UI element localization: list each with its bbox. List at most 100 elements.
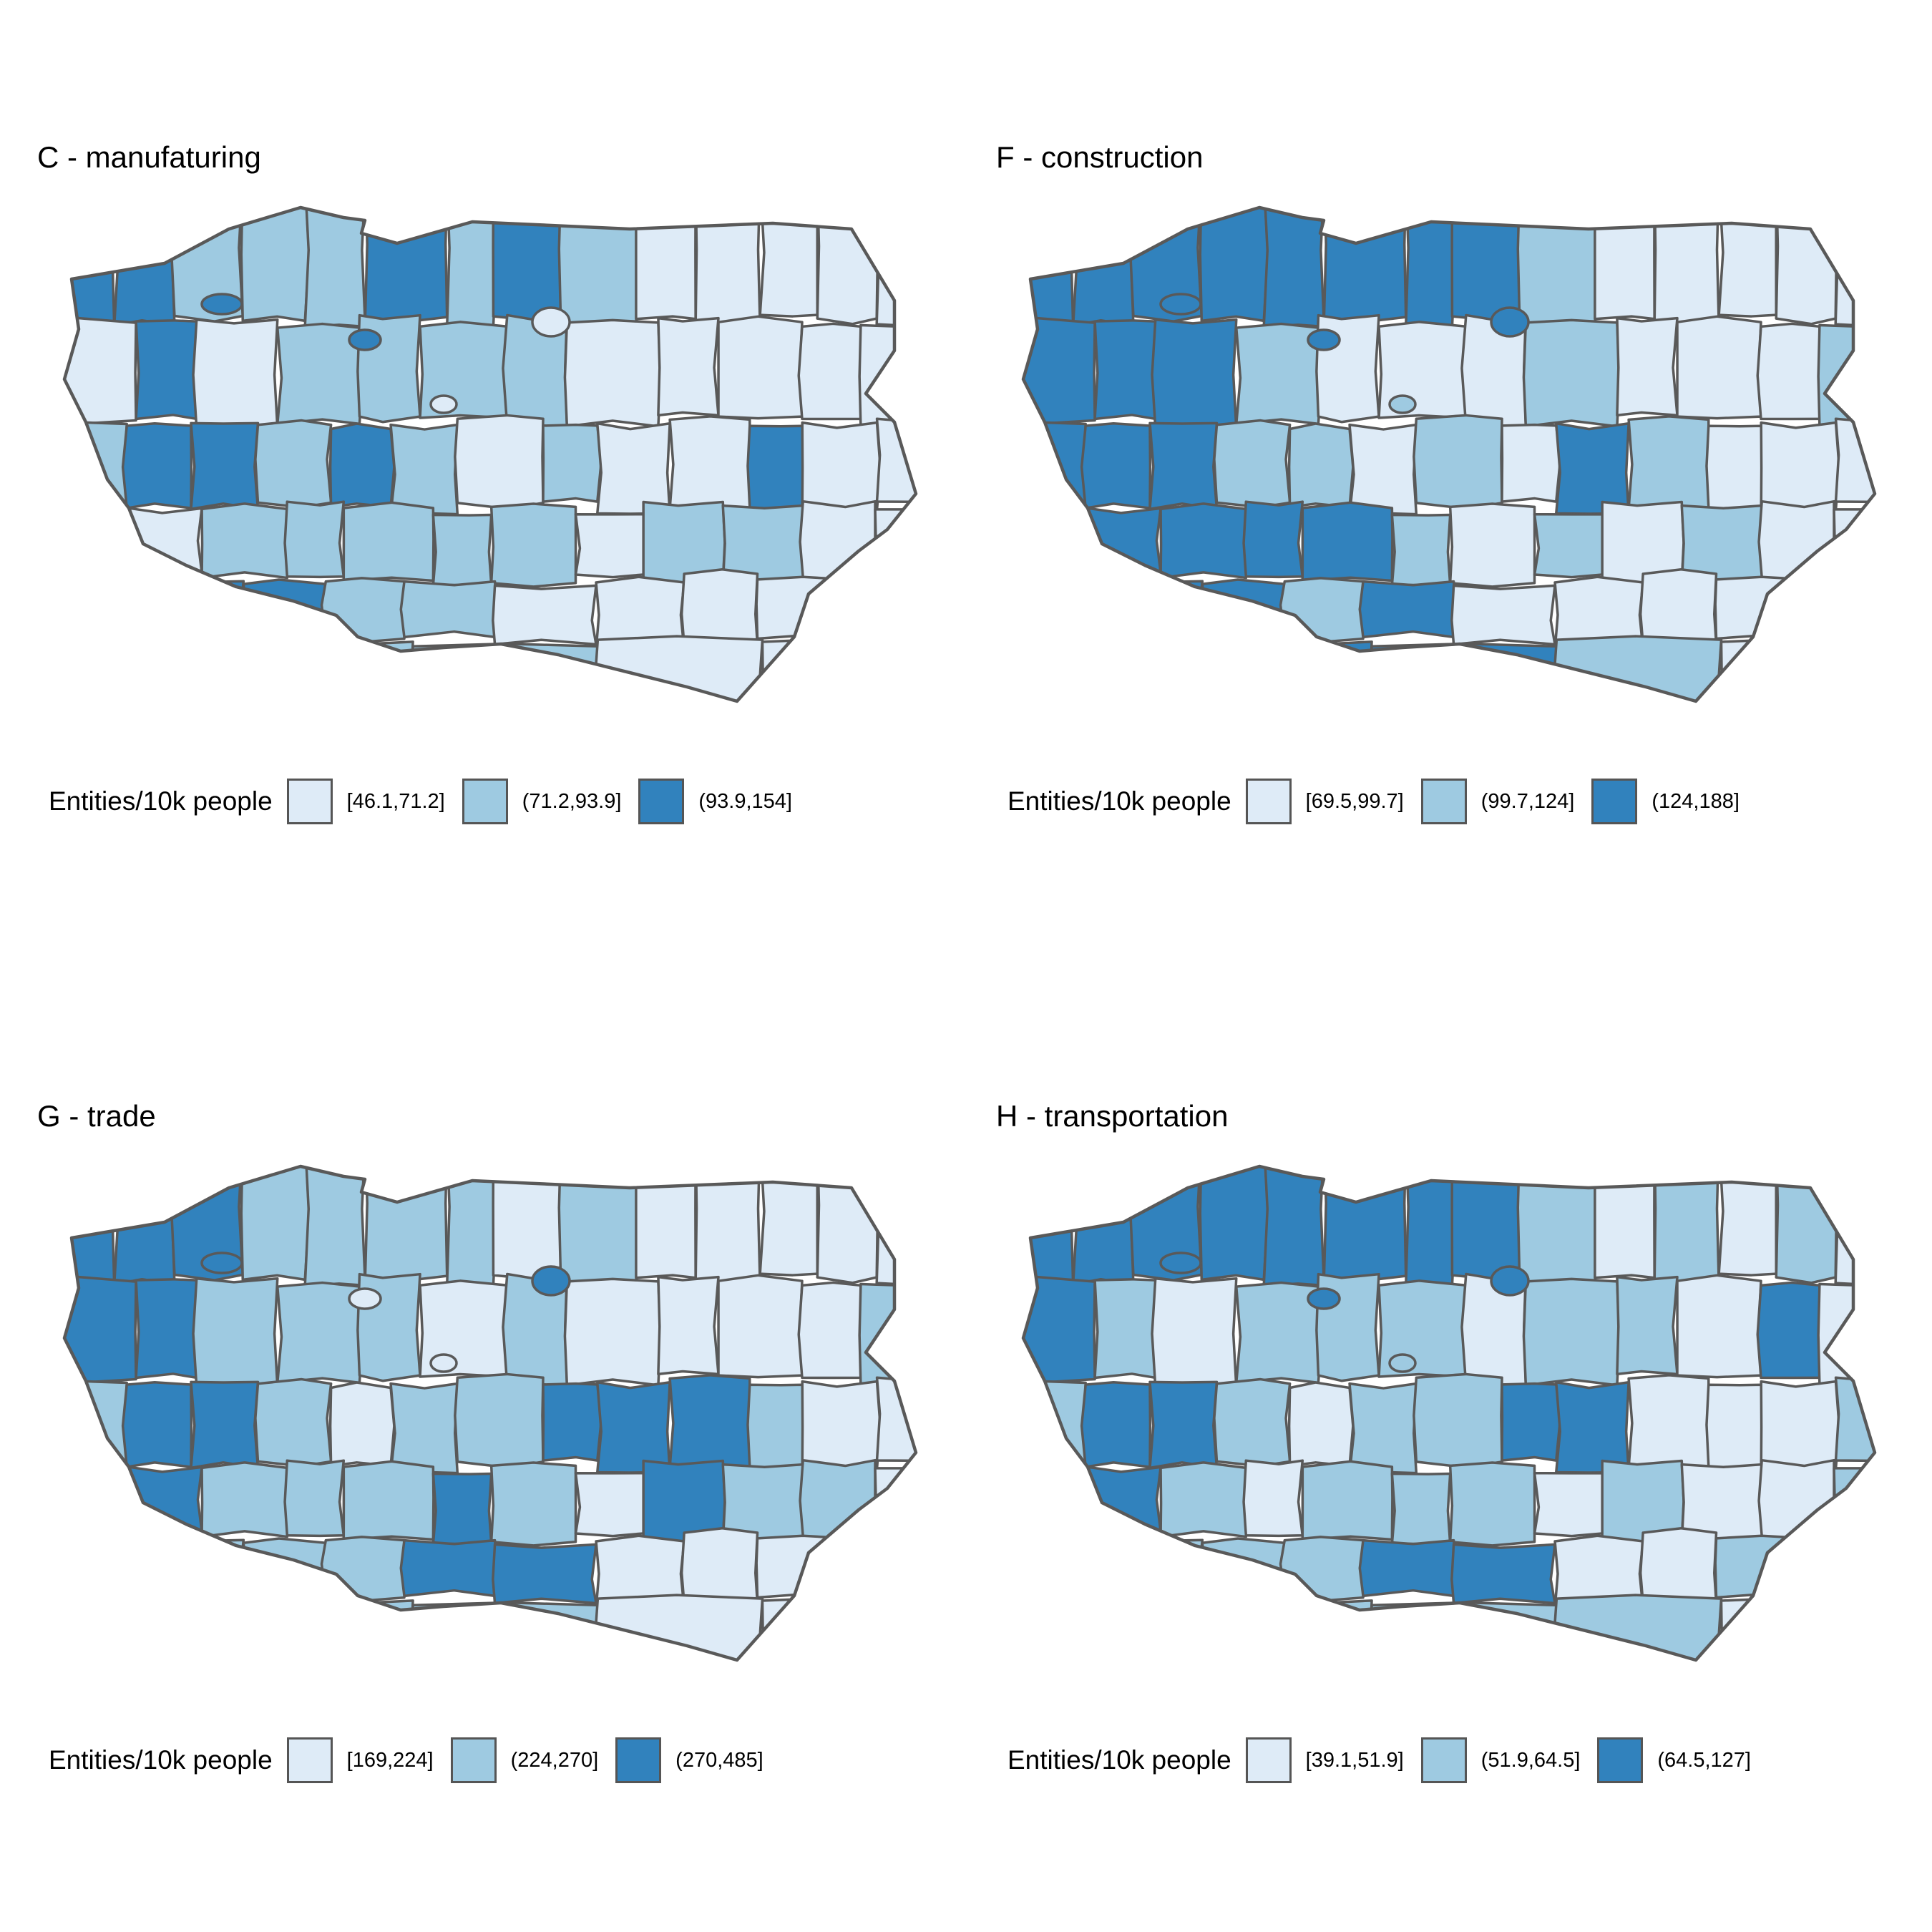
- region-56: [493, 1544, 596, 1603]
- region-12: [1776, 1138, 1836, 1283]
- legend-label-high: (64.5,127]: [1657, 1749, 1751, 1772]
- region-38: [1836, 1377, 1932, 1460]
- region-62: [238, 642, 413, 751]
- region-62: [1196, 642, 1372, 751]
- region-33: [543, 1384, 602, 1461]
- legend-title: Entities/10k people: [1008, 1745, 1231, 1775]
- region-11: [760, 1135, 817, 1275]
- region-32: [1414, 1374, 1502, 1467]
- legend-label-high: (93.9,154]: [698, 790, 792, 814]
- legend-swatch-high: [638, 779, 684, 824]
- legend-title: Entities/10k people: [49, 1745, 273, 1775]
- region-54: [322, 1537, 407, 1601]
- region-26: [984, 1381, 1085, 1463]
- region-16: [193, 320, 278, 432]
- region-6: [1406, 1136, 1456, 1288]
- region-27: [1082, 424, 1151, 508]
- region-55: [401, 1541, 497, 1596]
- region-1: [1073, 1135, 1133, 1284]
- region-65: [1721, 1596, 1932, 1710]
- region-31: [1350, 1384, 1416, 1473]
- panel-title: C - manufaturing: [37, 140, 261, 175]
- region-1: [114, 1135, 175, 1284]
- region-0: [25, 173, 114, 328]
- region-51: [985, 1534, 1101, 1610]
- region-32: [455, 1374, 543, 1467]
- region-13: [1835, 1138, 1932, 1285]
- region-37: [802, 423, 880, 510]
- legend-swatch-low: [1246, 1737, 1292, 1783]
- region-36: [1707, 426, 1765, 512]
- legend-swatch-mid: [1421, 779, 1467, 824]
- map-panel-manufacturing: C - manufaturing Entities/10k people [46…: [0, 0, 959, 930]
- region-5: [1324, 175, 1405, 322]
- region-39: [987, 507, 1093, 586]
- legend: Entities/10k people [39.1,51.9] (51.9,64…: [1008, 1735, 1768, 1785]
- region-64: [594, 1595, 762, 1710]
- region-8: [559, 1138, 638, 1287]
- region-43: [343, 502, 434, 580]
- region-63: [412, 644, 598, 751]
- map-panel-construction: F - construction Entities/10k people [69…: [959, 0, 1918, 930]
- region-61: [985, 643, 1204, 751]
- region-55: [401, 582, 497, 638]
- region-16: [193, 1279, 278, 1391]
- legend-item-mid: (99.7,124]: [1421, 779, 1575, 824]
- region-13: [1835, 179, 1932, 326]
- region-8: [1518, 179, 1597, 328]
- region-12: [1776, 179, 1836, 324]
- region-0: [25, 1132, 114, 1287]
- region-6: [447, 1136, 497, 1288]
- region-11: [760, 176, 817, 316]
- region-26: [25, 422, 127, 504]
- region-21: [565, 1279, 660, 1385]
- region-50: [1834, 509, 1932, 580]
- legend-swatch-high: [615, 1737, 661, 1783]
- region-39: [29, 1465, 134, 1545]
- region-5: [365, 1133, 447, 1281]
- region-8: [559, 179, 638, 328]
- legend-item-low: [39.1,51.9]: [1246, 1737, 1404, 1783]
- legend-swatch-high: [1597, 1737, 1643, 1783]
- city-enclave: [1308, 1289, 1340, 1309]
- choropleth-map: [57, 208, 945, 723]
- region-61: [985, 1602, 1204, 1710]
- region-14: [26, 1277, 136, 1382]
- region-22: [1617, 1277, 1677, 1375]
- region-15: [1095, 321, 1158, 419]
- region-33: [1502, 1384, 1561, 1461]
- region-10: [696, 1138, 760, 1285]
- region-44: [1392, 515, 1450, 585]
- region-33: [543, 425, 602, 502]
- city-enclave: [532, 1267, 570, 1295]
- city-enclave: [532, 308, 570, 336]
- region-42: [1244, 502, 1302, 577]
- region-9: [1595, 1138, 1654, 1278]
- region-41: [1161, 1463, 1249, 1537]
- region-53: [1202, 580, 1284, 643]
- region-60: [848, 584, 973, 648]
- region-60: [1807, 1543, 1932, 1607]
- region-51: [26, 575, 142, 651]
- city-enclave: [349, 1289, 381, 1309]
- region-4: [305, 1138, 365, 1286]
- region-63: [1371, 644, 1557, 751]
- region-33: [1502, 425, 1561, 502]
- region-27: [123, 424, 192, 508]
- city-enclave: [202, 1253, 242, 1273]
- region-21: [1523, 320, 1619, 426]
- region-51: [26, 1534, 142, 1610]
- region-36: [748, 426, 806, 512]
- region-29: [1214, 421, 1290, 507]
- region-53: [243, 580, 326, 643]
- region-0: [984, 173, 1073, 328]
- region-23: [1677, 316, 1761, 418]
- region-45: [492, 1463, 576, 1546]
- region-50: [1834, 1468, 1932, 1538]
- region-63: [1371, 1603, 1557, 1710]
- region-24: [1757, 1282, 1821, 1377]
- region-4: [1264, 179, 1324, 327]
- region-30: [331, 1382, 394, 1466]
- region-44: [433, 515, 491, 585]
- legend-item-high: (124,188]: [1591, 779, 1740, 824]
